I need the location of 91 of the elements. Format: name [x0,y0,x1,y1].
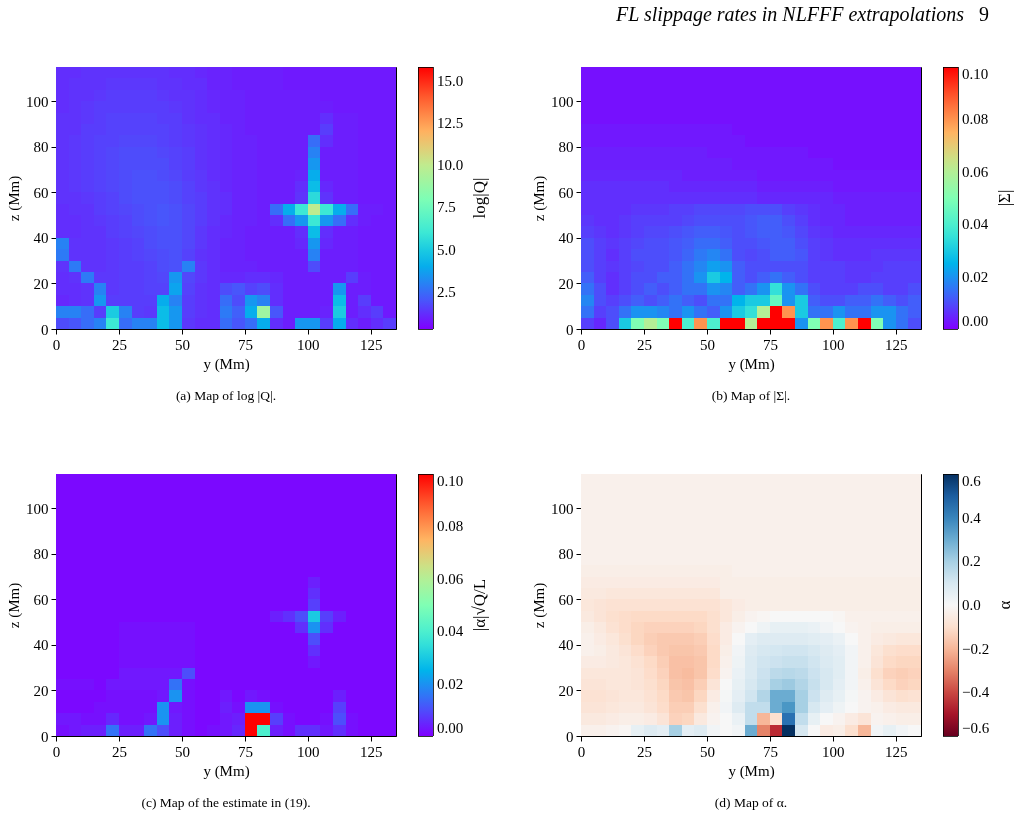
x-tick-label: 100 [297,336,320,353]
x-tick-label: 50 [174,336,190,353]
x-tick-label: 75 [237,336,253,353]
x-tick-label: 75 [762,336,778,353]
y-tick-label: 100 [26,93,49,110]
color-bar-label: 0.02 [962,268,989,285]
y-tick-label: 20 [558,682,574,699]
color-bar-title: log|Q| [470,177,489,219]
color-bar-label: 10.0 [437,157,464,174]
color-bar-label: 5.0 [437,241,456,258]
x-axis-title: y (Mm) [203,355,250,373]
color-bar-label: 0.4 [962,509,982,526]
y-tick-label: 20 [558,275,574,292]
color-bar-label: 0.06 [962,163,989,180]
x-tick-label: 0 [577,743,586,760]
text: (a) Map of log |Q|. [175,388,277,403]
color-bar-label: −0.6 [962,720,990,736]
color-bar-label: 0.02 [437,675,464,692]
y-tick-label: 0 [41,728,49,745]
color-bar-label: 0.00 [962,313,989,329]
color-bar-label: 0.00 [437,720,464,736]
color-bar-label: 0.06 [437,570,464,587]
y-tick-label: 80 [558,546,574,563]
y-tick-label: 60 [33,184,49,201]
x-tick-label: 100 [822,336,845,353]
color-bar-label: 15.0 [437,72,464,89]
x-tick-label: 75 [762,743,778,760]
x-tick-label: 100 [297,743,320,760]
color-bar-title: α [995,600,1014,610]
text: (c) Map of the estimate in (19). [141,795,311,810]
y-tick-label: 20 [33,682,49,699]
y-tick-label: 100 [551,93,574,110]
y-tick-label: 20 [33,275,49,292]
x-tick-label: 125 [360,743,383,760]
y-tick-label: 60 [558,591,574,608]
x-tick-label: 125 [885,743,908,760]
x-tick-label: 75 [237,743,253,760]
x-tick-label: 0 [52,336,61,353]
x-axis-title: y (Mm) [728,355,775,373]
color-bar-label: 0.2 [962,553,981,570]
y-tick-label: 80 [33,139,49,156]
color-bar-label: −0.2 [962,640,990,657]
color-bar-label: −0.4 [962,684,990,701]
y-tick-label: 0 [566,728,574,745]
x-tick-label: 25 [636,743,652,760]
y-tick-label: 0 [41,321,49,338]
color-bar-label: 0.10 [962,66,989,82]
text: (d) Map of α. [714,795,788,810]
y-tick-label: 60 [33,591,49,608]
color-bar-label: 2.5 [437,283,456,300]
y-axis-title: z (Mm) [6,175,23,222]
x-tick-label: 0 [52,743,61,760]
x-tick-label: 0 [577,336,586,353]
color-bar-label: 0.08 [437,518,464,535]
color-bar-label: 0.04 [962,216,989,233]
color-bar-label: 0.08 [962,111,989,128]
y-tick-label: 80 [558,139,574,156]
y-axis-title: z (Mm) [6,582,23,629]
y-tick-label: 40 [558,637,574,654]
x-tick-label: 100 [822,743,845,760]
y-tick-label: 80 [33,546,49,563]
y-tick-label: 40 [33,230,49,247]
x-axis-title: y (Mm) [728,762,775,780]
text: 9 [979,3,989,25]
text: (b) Map of |Σ|. [711,388,791,403]
x-tick-label: 25 [636,336,652,353]
color-bar-label: 0.6 [962,473,982,489]
x-tick-label: 125 [360,336,383,353]
color-bar-title: |α|√Q/L [470,578,489,632]
color-bar-label: 0.10 [437,473,464,489]
y-tick-label: 100 [551,500,574,517]
x-axis-title: y (Mm) [203,762,250,780]
y-tick-label: 0 [566,321,574,338]
y-tick-label: 100 [26,500,49,517]
color-bar-label: 0.04 [437,623,464,640]
x-tick-label: 25 [111,743,127,760]
y-tick-label: 40 [33,637,49,654]
x-tick-label: 50 [699,336,715,353]
y-tick-label: 60 [558,184,574,201]
x-tick-label: 25 [111,336,127,353]
x-tick-label: 125 [885,336,908,353]
y-tick-label: 40 [558,230,574,247]
color-bar-label: 7.5 [437,199,456,216]
y-axis-title: z (Mm) [531,175,548,222]
y-axis-title: z (Mm) [531,582,548,629]
text: FL slippage rates in NLFFF extrapolations [615,3,965,26]
x-tick-label: 50 [699,743,715,760]
color-bar-title: |Σ| [995,189,1014,207]
color-bar-label: 0.0 [962,597,981,613]
color-bar-label: 12.5 [437,114,464,131]
x-tick-label: 50 [174,743,190,760]
